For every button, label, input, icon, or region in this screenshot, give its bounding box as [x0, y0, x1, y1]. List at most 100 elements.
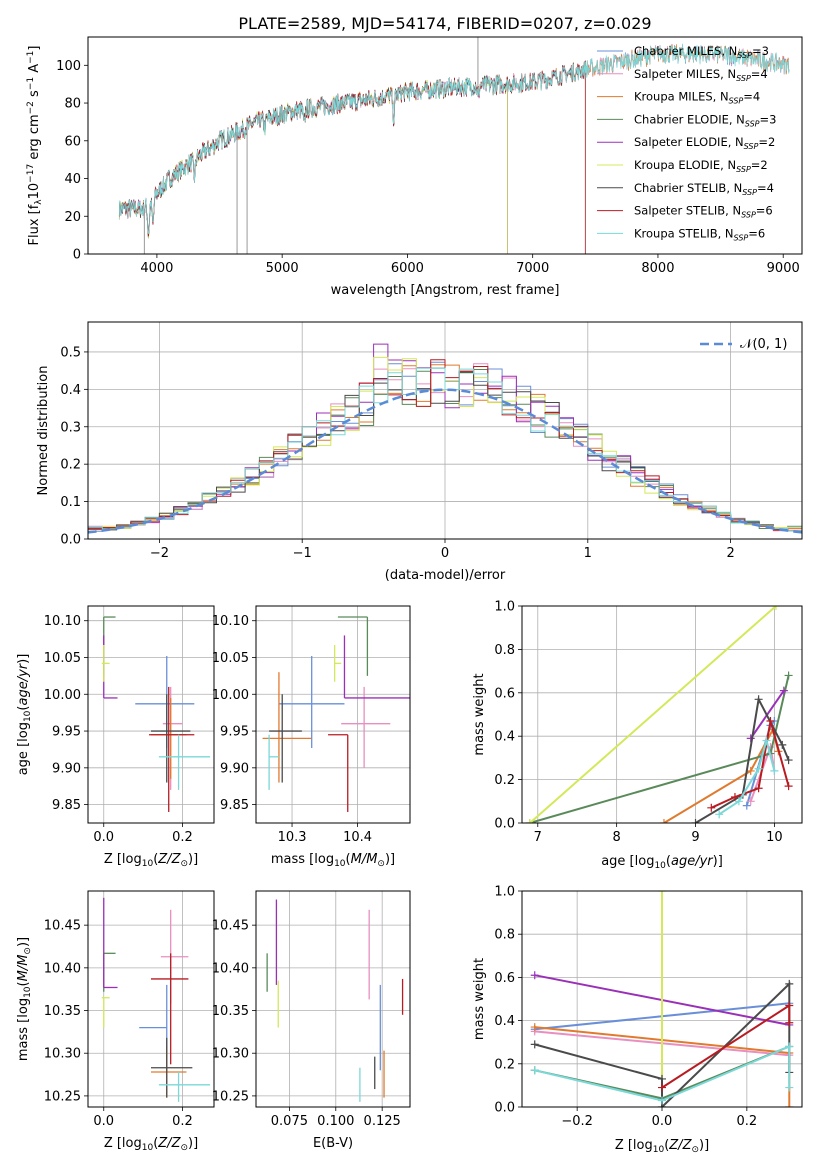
mass-weight-marker: [658, 1083, 666, 1092]
y-axis-label: mass weight: [472, 958, 487, 1040]
y-tick-label: 0.3: [60, 420, 81, 435]
label-part: Z [log: [104, 1136, 142, 1151]
x-tick-label: 7000: [516, 261, 549, 276]
legend-count: =4: [743, 90, 760, 104]
label-part: M/M: [351, 852, 378, 867]
normal-legend-label: 𝒩(0, 1): [740, 337, 787, 352]
mass-vs-extinction-panel: 0.075 0.100 0.125 10.25 10.30 10.35 10.40 10.45…: [212, 890, 411, 1151]
label-part: (: [16, 981, 31, 986]
x-tick-label: −1: [293, 546, 312, 561]
label-part: Z [log: [615, 1138, 653, 1153]
y-axis-label: mass [log10(M/M⊙)]: [16, 937, 33, 1061]
label-part: (: [346, 852, 351, 867]
x-tick-label: 0.100: [317, 1114, 354, 1129]
y-tick-label: 10.00: [44, 688, 81, 703]
normal-reference-curve: [88, 388, 802, 534]
axes-frame: [255, 890, 411, 1108]
legend-count: =3: [760, 112, 777, 126]
axis-ticks: −0.2 0.0 0.2 0.0 0.2 0.4 0.6 0.8 1.0: [494, 885, 757, 1130]
label-part: 10: [654, 861, 666, 871]
legend-entry: Chabrier MILES, NSSP=3: [634, 44, 769, 60]
y-tick-label: 20: [64, 210, 81, 225]
x-tick-label: 5000: [266, 261, 299, 276]
axes-frame: [87, 321, 803, 540]
y-axis-label: Normed distribution: [36, 366, 51, 496]
spectrum-model-line: [118, 74, 508, 254]
legend-sub: SSP: [736, 74, 751, 83]
x-axis-label: Z [log10(Z/Z⊙)]: [104, 852, 198, 869]
y-tick-label: 0.5: [60, 345, 81, 360]
mass-weight-marker: [734, 797, 743, 806]
plot-area: [101, 616, 211, 812]
x-axis-label: mass [log10(M/M⊙)]: [271, 852, 395, 869]
x-tick-label: 0.0: [652, 1114, 673, 1129]
legend-model: Salpeter STELIB, N: [634, 204, 741, 218]
y-tick-label: 10.25: [44, 1089, 81, 1104]
y-tick-label: 0.4: [494, 730, 515, 745]
label-part: mass [log: [271, 852, 334, 867]
label-part: (: [666, 854, 671, 869]
x-tick-label: 10.4: [343, 830, 372, 845]
y-tick-label: 0.4: [494, 1014, 515, 1029]
mass-weight-marker: [785, 1042, 794, 1051]
x-axis-label: (data-model)/error: [385, 568, 506, 583]
legend-entry: Salpeter STELIB, NSSP=6: [634, 204, 773, 220]
label-part: −2: [26, 101, 36, 114]
mass-weight-line: [661, 1003, 791, 1089]
label-part: 10: [23, 986, 33, 998]
legend-entry: Salpeter ELODIE, NSSP=2: [634, 135, 775, 151]
legend-entry: Kroupa STELIB, NSSP=6: [634, 226, 765, 242]
label-part: λ: [34, 199, 44, 205]
legend-sub: SSP: [729, 97, 744, 106]
y-tick-label: 0.2: [494, 1057, 515, 1072]
mass-weight-marker: [659, 819, 668, 823]
legend-entry: Kroupa ELODIE, NSSP=2: [634, 158, 768, 174]
y-tick-label: 10.00: [212, 688, 249, 703]
x-axis-label: wavelength [Angstrom, rest frame]: [331, 283, 560, 298]
mass-weight-marker: [530, 1040, 539, 1049]
x-tick-label: 0.2: [737, 1114, 758, 1129]
label-part: 10: [142, 1143, 154, 1153]
label-part: 10: [23, 710, 33, 722]
label-part: age/yr: [16, 662, 31, 705]
plot-area: [118, 37, 790, 254]
plot-area: [262, 616, 410, 812]
label-part: (: [153, 1136, 158, 1151]
axes-frame: [87, 36, 803, 255]
label-part: 10: [653, 1145, 665, 1155]
legend-count: =2: [758, 135, 775, 149]
label-part: ⊙: [377, 859, 385, 869]
legend-entry: Chabrier STELIB, NSSP=4: [634, 181, 774, 197]
x-tick-label: 8000: [641, 261, 674, 276]
y-tick-label: 10.30: [212, 1047, 249, 1062]
axis-ticks: 10.3 10.4 9.85 9.90 9.95 10.00 10.05 10.10: [212, 614, 372, 845]
label-part: )]: [188, 852, 198, 867]
y-tick-label: 9.95: [220, 725, 249, 740]
label-part: age/yr: [671, 854, 714, 869]
label-part: −17: [26, 164, 36, 183]
y-axis-label: age [log10(age/yr)]: [16, 654, 33, 776]
y-tick-label: 10.35: [44, 1004, 81, 1019]
mass-weight-line: [534, 1044, 791, 1102]
x-axis-label: age [log10(age/yr)]: [601, 854, 723, 871]
mass-weight-marker: [785, 979, 794, 988]
y-tick-label: 10.45: [212, 919, 249, 934]
label-part: −1: [26, 51, 36, 64]
label-part: mass [log: [16, 998, 31, 1061]
legend-entry: Salpeter MILES, NSSP=4: [634, 67, 768, 83]
mass-weight-marker: [730, 792, 739, 801]
x-tick-label: 9: [691, 830, 699, 845]
legend: Chabrier MILES, NSSP=3 Salpeter MILES, NS…: [597, 44, 776, 242]
label-part: (: [153, 852, 158, 867]
y-tick-label: 40: [64, 172, 81, 187]
axes-frame: [521, 890, 803, 1108]
y-tick-label: 10.25: [212, 1089, 249, 1104]
y-tick-label: 0.1: [60, 495, 81, 510]
label-part: A: [27, 64, 42, 77]
y-tick-label: 10.05: [212, 651, 249, 666]
y-tick-label: 60: [64, 134, 81, 149]
label-part: )]: [699, 1138, 709, 1153]
